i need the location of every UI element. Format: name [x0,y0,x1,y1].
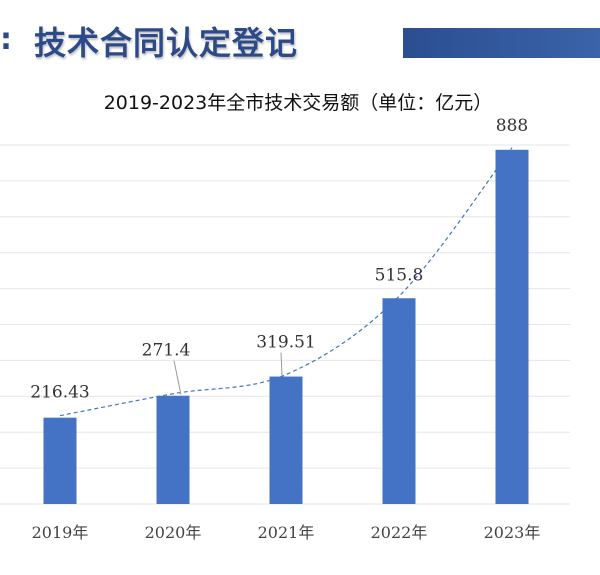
data-label-2019年: 216.43 [30,383,89,403]
data-label-2020年: 271.4 [142,341,191,361]
bar-2023年 [495,149,529,504]
chart-title: 2019-2023年全市技术交易额（单位：亿元） [104,92,493,114]
bar-2019年 [43,417,77,504]
x-tick-label: 2021年 [258,523,315,542]
bar-2020年 [156,395,190,504]
leader-lines [173,352,283,395]
leader-line [173,360,182,395]
x-tick-label: 2020年 [145,523,202,542]
category-labels: 2019年 2020年 2021年 2022年 2023年 [32,523,541,542]
data-label-2023年: 888 [496,116,528,136]
trendline-path [59,147,513,417]
data-label-2022年: 515.8 [375,265,424,285]
data-label-2021年: 319.51 [256,333,315,353]
trendline [59,147,513,417]
bars [43,149,529,504]
header-decorative-bar [403,28,600,58]
leader-line [280,352,283,376]
x-tick-label: 2019年 [32,523,89,542]
x-tick-label: 2022年 [371,523,428,542]
bar-2022年 [382,298,416,504]
bar-2021年 [269,376,303,504]
header-colon: : [0,22,12,57]
x-tick-label: 2023年 [484,523,541,542]
page-title: 技术合同认定登记 [34,24,299,62]
value-labels: 216.43 271.4 319.51 515.8 888 [30,116,528,403]
